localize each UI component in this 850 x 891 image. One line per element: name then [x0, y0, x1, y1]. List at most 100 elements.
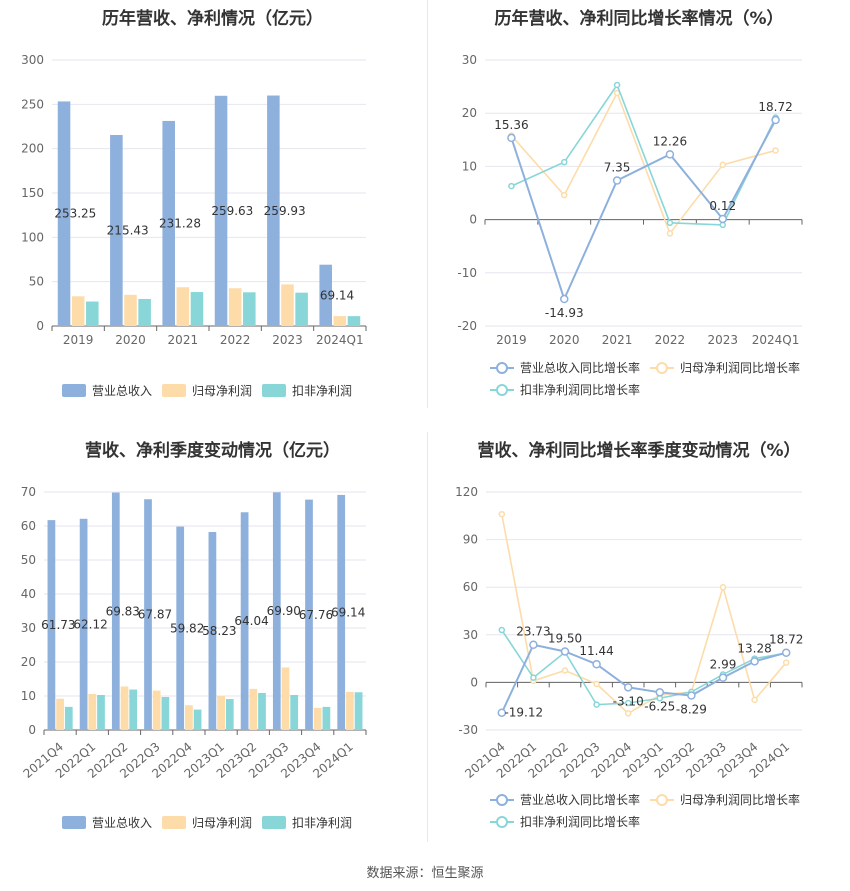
data-point — [560, 647, 570, 656]
data-label: 69.14 — [320, 288, 354, 302]
data-label: 7.35 — [604, 160, 631, 174]
y-tick-label: 100 — [21, 230, 44, 244]
y-tick-label: 200 — [21, 142, 44, 156]
bar — [110, 134, 123, 326]
y-tick-label: 0 — [470, 675, 478, 689]
y-tick-label: -30 — [458, 723, 478, 737]
bar — [129, 689, 138, 730]
x-tick-label: 2020 — [115, 333, 146, 347]
bar — [281, 284, 294, 326]
bar — [243, 292, 256, 326]
data-point — [751, 696, 758, 704]
x-tick-label: 2021 — [168, 333, 199, 347]
bar — [57, 101, 71, 327]
chart-title: 营收、净利同比增长率季度变动情况（%） — [477, 441, 801, 461]
data-label: 259.63 — [211, 204, 253, 218]
data-label: 23.73 — [516, 625, 550, 639]
legend-label: 归母净利润同比增长率 — [680, 792, 800, 807]
y-tick-label: 0 — [28, 723, 36, 737]
data-point — [592, 659, 601, 669]
data-point — [687, 691, 696, 700]
chart-title: 历年营收、净利同比增长率情况（%） — [494, 9, 784, 29]
data-label: 231.28 — [159, 216, 201, 230]
y-tick-label: 60 — [463, 580, 478, 594]
bar — [337, 494, 346, 730]
data-point — [771, 115, 780, 125]
data-label: 61.73 — [41, 618, 75, 632]
data-point — [561, 667, 569, 674]
data-point — [750, 657, 759, 666]
quarterly-revenue-profit-panel: 营收、净利季度变动情况（亿元） 0 10 20 30 40 50 60 70 2021Q4 202… — [0, 432, 425, 852]
legend-marker — [656, 362, 668, 374]
data-point — [772, 147, 779, 154]
series-line — [511, 83, 777, 226]
data-point — [782, 659, 790, 666]
data-point — [719, 161, 726, 169]
legend-label: 扣非净利润同比增长率 — [520, 382, 640, 397]
legend-label: 营业总收入 — [92, 816, 152, 830]
y-tick-label: 30 — [462, 53, 477, 67]
x-tick-label: 2024Q1 — [316, 333, 364, 347]
legend-label: 营业总收入 — [92, 384, 152, 398]
data-label: -3.10 — [613, 694, 644, 708]
data-point — [781, 648, 791, 657]
quarterly-line-chart: -3003060901202021Q42022Q12022Q22022Q3202… — [455, 485, 803, 829]
y-tick-label: 150 — [21, 186, 44, 200]
data-label: 11.44 — [579, 644, 613, 658]
chart-title: 营收、净利季度变动情况（亿元） — [85, 441, 340, 461]
bar — [144, 499, 152, 730]
data-point — [497, 708, 507, 717]
y-tick-label: 10 — [462, 159, 477, 173]
x-tick-label: 2020 — [549, 333, 580, 347]
data-point — [624, 710, 632, 717]
data-label: 62.12 — [73, 617, 107, 631]
annual-bar-chart: 0 50 100 150 200 250 300 2019 2020 2021 2022 2023 20… — [21, 53, 367, 398]
bar — [64, 706, 73, 730]
quarterly-growth-panel: 营收、净利同比增长率季度变动情况（%） -30 0 30 60 90 120 2021Q4 2… — [428, 432, 850, 852]
bar — [86, 301, 99, 326]
bar — [176, 287, 190, 326]
data-point — [655, 688, 665, 697]
y-tick-label: 70 — [21, 485, 36, 499]
data-label: 12.26 — [653, 134, 687, 148]
bar — [290, 694, 299, 730]
y-tick-label: 90 — [463, 533, 478, 547]
bar — [333, 316, 347, 326]
x-tick-label: 2023 — [272, 333, 303, 347]
data-label: -14.93 — [545, 306, 584, 320]
bar — [120, 686, 129, 730]
legend-marker — [496, 816, 508, 828]
data-point — [508, 182, 515, 190]
y-tick-label: -10 — [457, 266, 477, 280]
x-tick-label: 2024Q1 — [752, 333, 800, 347]
bar — [249, 688, 258, 730]
bar — [354, 692, 363, 730]
x-tick-label: 2019 — [63, 333, 94, 347]
y-tick-label: 0 — [469, 213, 477, 227]
bar — [225, 699, 234, 730]
bar — [347, 316, 361, 326]
y-tick-label: 30 — [463, 628, 478, 642]
bar — [190, 292, 204, 326]
bar — [208, 532, 217, 730]
data-point — [624, 699, 632, 707]
bar — [176, 526, 185, 730]
y-tick-label: 20 — [462, 106, 477, 120]
bar — [193, 709, 202, 730]
data-point — [530, 674, 537, 681]
legend-marker — [496, 794, 508, 806]
data-label: 69.14 — [331, 605, 365, 619]
legend-label: 营业总收入同比增长率 — [520, 792, 640, 807]
data-label: 59.82 — [170, 621, 204, 635]
y-tick-label: 0 — [36, 319, 44, 333]
data-label: 215.43 — [107, 223, 149, 237]
y-tick-label: 50 — [29, 275, 44, 289]
bar — [214, 95, 228, 326]
x-tick-label: 2022 — [655, 333, 686, 347]
legend-swatch — [262, 384, 286, 397]
annual-growth-panel: 历年营收、净利同比增长率情况（%） -20 -10 0 10 20 30 2019 2020 2… — [428, 0, 850, 408]
legend-marker — [656, 794, 668, 806]
data-source-note: 数据来源：恒生聚源 — [366, 866, 484, 881]
x-tick-label: 2022 — [220, 333, 251, 347]
data-label: 253.25 — [54, 207, 96, 221]
